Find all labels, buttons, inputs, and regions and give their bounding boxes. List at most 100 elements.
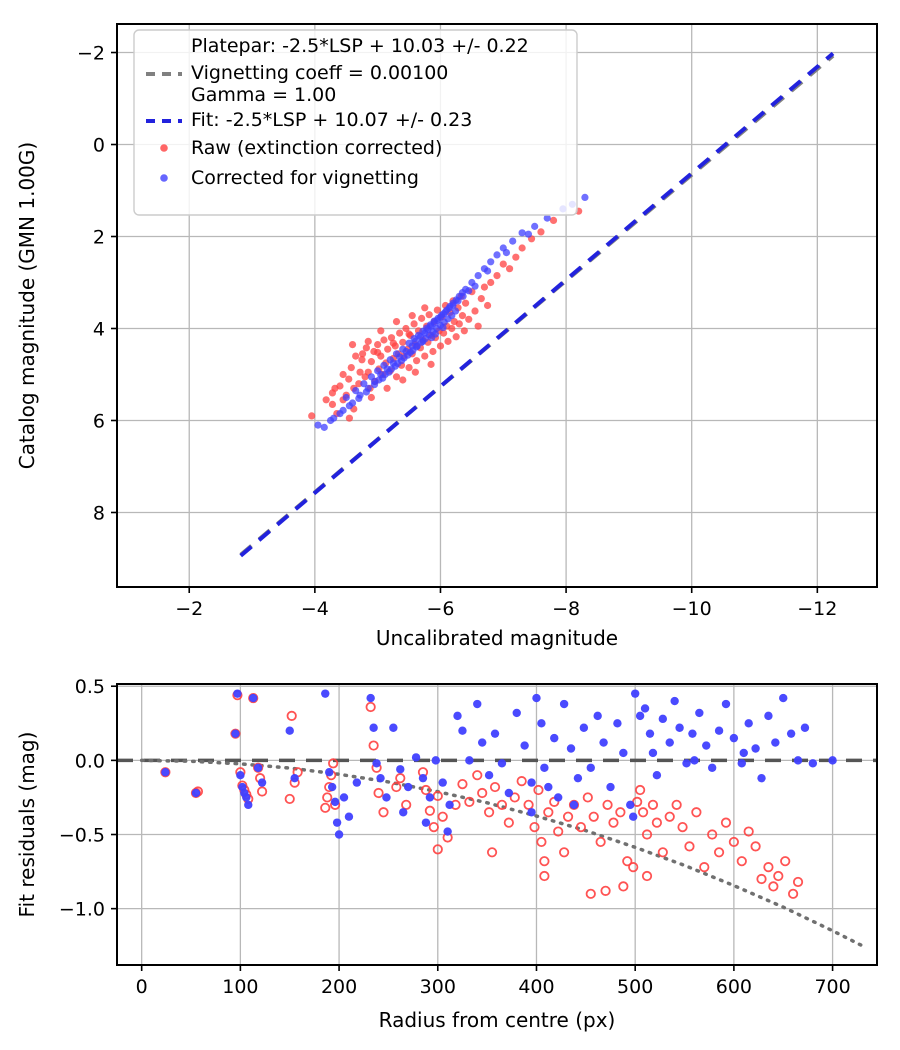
data-point: [372, 759, 381, 768]
data-point: [322, 792, 333, 803]
data-point: [384, 345, 392, 353]
data-point: [630, 689, 640, 698]
data-point: [793, 756, 803, 765]
data-point: [553, 826, 564, 837]
data-point: [320, 802, 331, 813]
data-point: [483, 267, 492, 275]
legend-point-swatch: [160, 144, 168, 152]
data-point: [536, 836, 547, 848]
bottom-ytick-label: −1.0: [59, 899, 105, 921]
data-point: [579, 723, 589, 732]
data-point: [367, 373, 375, 381]
data-point: [493, 272, 501, 280]
data-point: [626, 800, 635, 810]
data-point: [257, 778, 267, 787]
top-panel-tickmarks: [111, 51, 819, 593]
data-point: [773, 870, 784, 882]
data-point: [402, 324, 410, 333]
data-point: [566, 744, 576, 753]
data-point: [613, 719, 622, 728]
data-point: [707, 829, 718, 840]
data-point: [339, 370, 347, 379]
data-point: [486, 847, 498, 858]
data-point: [326, 416, 335, 425]
legend-background: [133, 29, 578, 216]
data-point: [452, 333, 460, 341]
top-xtick-label: −4: [301, 598, 329, 620]
data-point: [368, 740, 379, 751]
data-point: [432, 844, 443, 855]
data-point: [418, 314, 426, 322]
data-point: [751, 744, 760, 753]
data-point: [451, 307, 460, 315]
data-point: [436, 342, 445, 350]
data-point: [688, 729, 697, 738]
data-point: [449, 301, 457, 309]
data-point: [328, 389, 337, 397]
data-point: [314, 421, 322, 429]
data-point: [756, 873, 767, 885]
data-point: [573, 773, 583, 783]
top-ytick-label: 0: [93, 135, 105, 157]
data-point: [606, 782, 615, 792]
data-point: [330, 797, 340, 807]
data-point: [380, 336, 388, 344]
data-point: [503, 817, 514, 828]
data-point: [537, 719, 546, 728]
data-point: [487, 258, 495, 266]
data-point: [648, 748, 658, 758]
data-point: [518, 229, 526, 237]
vignetting-model-curve: [139, 758, 864, 948]
data-point: [457, 778, 468, 790]
data-point: [334, 830, 344, 839]
data-point: [348, 340, 357, 349]
bottom-ytick-label: 0.0: [75, 750, 105, 772]
data-point: [487, 278, 495, 287]
legend-entry-label: Vignetting coeff = 0.00100: [191, 62, 448, 84]
data-point: [392, 350, 401, 358]
data-point: [635, 784, 646, 796]
top-panel-axes-frame: [116, 23, 878, 588]
data-point: [428, 334, 436, 342]
data-point: [682, 759, 691, 768]
data-point: [437, 811, 448, 822]
data-point: [242, 793, 251, 802]
data-point: [465, 756, 474, 765]
data-point: [352, 778, 362, 787]
data-point: [429, 347, 437, 356]
data-point: [665, 738, 674, 747]
data-point: [707, 763, 717, 772]
top-xtick-label: −10: [672, 598, 712, 620]
data-point: [399, 345, 407, 353]
data-point: [453, 711, 462, 721]
data-point: [658, 714, 668, 724]
data-point: [308, 412, 316, 420]
data-point: [336, 409, 344, 418]
data-point: [744, 719, 753, 728]
data-point: [399, 376, 407, 384]
data-point: [320, 423, 328, 431]
data-point: [369, 723, 378, 732]
data-point: [622, 856, 633, 867]
data-point: [477, 295, 485, 303]
data-point: [376, 773, 385, 783]
data-point: [328, 758, 339, 769]
bottom-xtick-label: 700: [814, 976, 850, 998]
data-point: [504, 788, 514, 798]
bottom-xtick-label: 400: [518, 976, 554, 998]
data-point: [325, 768, 334, 777]
data-point: [455, 320, 463, 328]
bottom-panel-ylabel: Fit residuals (mag): [15, 732, 39, 918]
data-point: [454, 297, 462, 305]
data-point: [771, 738, 780, 747]
data-point: [389, 339, 397, 347]
data-point: [540, 763, 549, 772]
data-point: [395, 773, 406, 784]
data-point: [808, 759, 818, 768]
data-point: [367, 358, 375, 366]
data-point: [677, 821, 688, 833]
top-xtick-label: −6: [426, 598, 454, 620]
data-point: [431, 756, 441, 765]
data-point: [355, 394, 363, 403]
data-point: [358, 356, 366, 364]
